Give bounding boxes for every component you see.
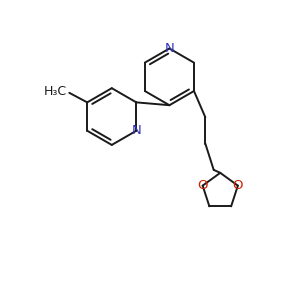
Text: O: O — [232, 179, 243, 192]
Text: N: N — [164, 42, 174, 55]
Text: N: N — [131, 124, 141, 137]
Text: O: O — [197, 179, 208, 192]
Text: H₃C: H₃C — [44, 85, 67, 98]
